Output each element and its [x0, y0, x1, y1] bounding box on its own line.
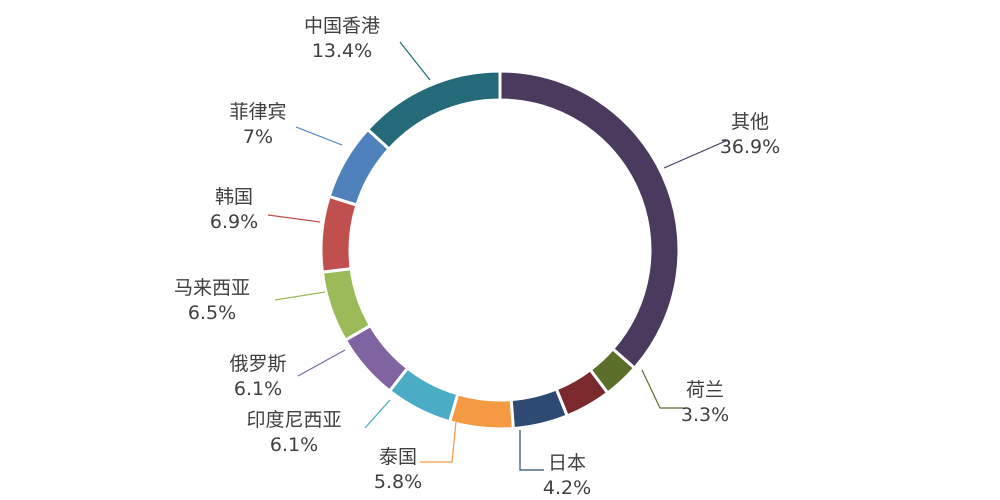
slice-label-9: 菲律宾	[229, 101, 286, 123]
slice-value-label-10: 13.4%	[312, 40, 372, 62]
leader-line-7	[274, 291, 326, 301]
slice-label-3: 日本	[548, 452, 586, 474]
slice-4	[447, 392, 515, 431]
leader-line-10	[399, 41, 431, 81]
slice-3	[509, 387, 570, 431]
slice-value-label-0: 36.9%	[720, 136, 780, 158]
slice-0	[498, 69, 681, 371]
slice-10	[365, 69, 502, 152]
slice-value-label-5: 6.1%	[270, 434, 318, 456]
leader-line-9	[295, 126, 343, 146]
slice-7	[320, 266, 373, 343]
slice-label-6: 俄罗斯	[229, 353, 286, 375]
slice-value-label-9: 7%	[243, 126, 273, 148]
slice-value-label-1: 3.3%	[681, 404, 729, 426]
slice-label-4: 泰国	[379, 446, 417, 468]
slice-label-8: 韩国	[215, 186, 253, 208]
leader-line-8	[267, 214, 321, 223]
slice-value-label-7: 6.5%	[188, 302, 236, 324]
leader-line-3	[519, 430, 544, 471]
leader-line-6	[297, 349, 346, 377]
leader-line-0	[663, 139, 729, 169]
slice-label-7: 马来西亚	[174, 277, 250, 299]
slice-value-label-6: 6.1%	[234, 378, 282, 400]
slice-8	[319, 194, 359, 274]
slice-value-label-8: 6.9%	[210, 211, 258, 233]
slice-label-1: 荷兰	[686, 379, 724, 401]
slice-value-label-4: 5.8%	[374, 471, 422, 493]
slice-label-5: 印度尼西亚	[246, 409, 341, 431]
leader-line-1	[641, 369, 683, 409]
slice-label-0: 其他	[731, 111, 769, 133]
slice-value-label-3: 4.2%	[543, 477, 591, 499]
slice-label-10: 中国香港	[304, 15, 380, 37]
leader-line-4	[420, 421, 457, 463]
leader-line-5	[364, 399, 391, 429]
